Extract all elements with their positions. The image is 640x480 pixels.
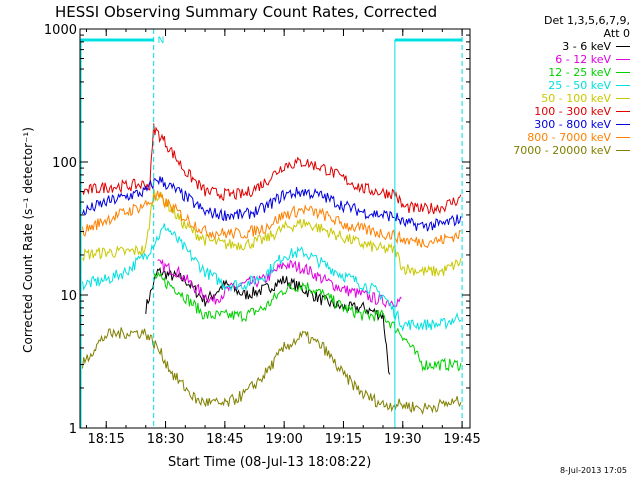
legend-swatch bbox=[616, 98, 630, 99]
series-line bbox=[82, 223, 462, 332]
chart-title: HESSI Observing Summary Count Rates, Cor… bbox=[55, 3, 438, 21]
legend-header-line1: Det 1,3,5,6,7,9, bbox=[543, 14, 630, 27]
legend-item: 25 - 50 keV bbox=[486, 79, 636, 92]
legend-label: 100 - 300 keV bbox=[534, 105, 611, 118]
legend-swatch bbox=[616, 137, 630, 138]
x-tick-label: 19:15 bbox=[325, 432, 362, 447]
x-tick-label: 18:15 bbox=[87, 432, 124, 447]
x-tick-label: 18:45 bbox=[206, 432, 243, 447]
legend-swatch bbox=[616, 59, 630, 60]
legend-label: 50 - 100 keV bbox=[541, 92, 611, 105]
legend-label: 300 - 800 keV bbox=[534, 118, 611, 131]
plot-frame bbox=[79, 28, 471, 429]
series-line bbox=[82, 327, 462, 416]
series-line bbox=[82, 190, 462, 249]
y-axis-label: Corrected Count Rate (s⁻¹ detector⁻¹) bbox=[21, 127, 35, 353]
legend-label: 12 - 25 keV bbox=[548, 66, 611, 79]
legend-swatch bbox=[616, 111, 630, 112]
flag-label: N bbox=[158, 36, 165, 46]
legend-label: 800 - 7000 keV bbox=[527, 131, 611, 144]
x-tick-label: 19:30 bbox=[384, 432, 421, 447]
legend-item: 300 - 800 keV bbox=[486, 118, 636, 131]
legend-swatch bbox=[616, 124, 630, 125]
legend-swatch bbox=[616, 85, 630, 86]
axes-group: 18:15 18:30 18:45 19:00 19:15 19:30 19:45 1 10 10… bbox=[44, 23, 481, 447]
legend-swatch bbox=[616, 72, 630, 73]
legend-item: 6 - 12 keV bbox=[486, 53, 636, 66]
footer-date: 8-Jul-2013 17:05 bbox=[560, 466, 627, 475]
legend-label: 7000 - 20000 keV bbox=[513, 144, 611, 157]
legend-item: 7000 - 20000 keV bbox=[486, 144, 636, 157]
y-tick-label: 100 bbox=[52, 156, 77, 171]
legend-item: 100 - 300 keV bbox=[486, 105, 636, 118]
legend-label: 3 - 6 keV bbox=[562, 40, 611, 53]
legend-item: 50 - 100 keV bbox=[486, 92, 636, 105]
legend-item: 800 - 7000 keV bbox=[486, 131, 636, 144]
series-line bbox=[82, 176, 462, 232]
series-line bbox=[153, 271, 462, 372]
series-group bbox=[82, 123, 462, 416]
x-tick-label: 19:00 bbox=[265, 432, 302, 447]
y-tick-label: 1000 bbox=[44, 23, 77, 38]
legend-item: 3 - 6 keV bbox=[486, 40, 636, 53]
legend-rows: 3 - 6 keV 6 - 12 keV 12 - 25 keV 25 - 50 ke… bbox=[486, 40, 636, 157]
legend-item: 12 - 25 keV bbox=[486, 66, 636, 79]
legend-label: 6 - 12 keV bbox=[555, 53, 611, 66]
legend: Det 1,3,5,6,7,9, Att 0 3 - 6 keV 6 - 12 k… bbox=[486, 14, 636, 157]
annotation-group: N bbox=[80, 29, 463, 428]
legend-header-line2: Att 0 bbox=[603, 27, 630, 40]
legend-swatch bbox=[616, 46, 630, 47]
series-line bbox=[145, 267, 391, 375]
legend-swatch bbox=[616, 150, 630, 151]
x-axis-label: Start Time (08-Jul-13 18:08:22) bbox=[168, 455, 372, 470]
series-line bbox=[82, 188, 462, 277]
legend-label: 25 - 50 keV bbox=[548, 79, 611, 92]
y-tick-label: 10 bbox=[60, 289, 77, 304]
x-tick-label: 19:45 bbox=[443, 432, 480, 447]
series-line bbox=[82, 123, 462, 215]
x-tick-label: 18:30 bbox=[147, 432, 184, 447]
y-tick-label: 1 bbox=[69, 422, 77, 437]
series-line bbox=[157, 258, 402, 308]
